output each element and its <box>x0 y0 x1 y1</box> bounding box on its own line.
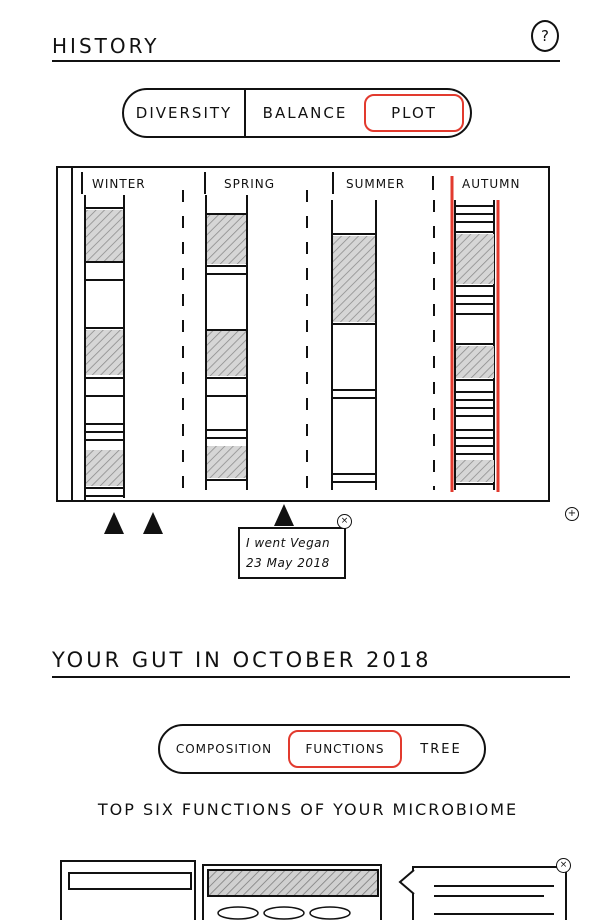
event-marker-3 <box>274 504 294 526</box>
season-label-summer[interactable]: Summer <box>346 177 406 191</box>
detail-card-close-button[interactable]: × <box>556 858 571 873</box>
tab-functions[interactable]: Functions <box>288 730 402 768</box>
note-close-button[interactable]: × <box>337 514 352 529</box>
functions-subtitle: Top six functions of your microbiome <box>97 800 519 819</box>
history-view-toggle: Diversity Balance Plot <box>122 88 472 138</box>
event-marker-1 <box>104 512 124 534</box>
function-detail-card[interactable] <box>412 866 567 920</box>
card-graphic <box>207 869 379 920</box>
function-card-2[interactable] <box>202 864 382 920</box>
tab-balance[interactable]: Balance <box>262 104 348 122</box>
note-text: I went Vegan <box>246 536 331 550</box>
plus-icon: + <box>567 508 577 519</box>
history-title: History <box>52 34 160 58</box>
event-note-card[interactable]: I went Vegan 23 May 2018 <box>238 527 346 579</box>
season-label-autumn[interactable]: Autumn <box>462 177 521 191</box>
gut-view-toggle: Composition Functions Tree <box>158 724 486 774</box>
tab-composition[interactable]: Composition <box>175 742 273 756</box>
season-label-spring[interactable]: Spring <box>224 177 276 191</box>
card-bar <box>68 872 192 890</box>
close-icon: × <box>340 516 349 526</box>
season-label-winter[interactable]: Winter <box>92 177 146 191</box>
tab-tree[interactable]: Tree <box>420 741 462 757</box>
tab-diversity[interactable]: Diversity <box>124 90 246 136</box>
history-divider <box>52 60 560 62</box>
detail-card-lines <box>434 885 554 915</box>
event-marker-2 <box>143 512 163 534</box>
function-card-1[interactable] <box>60 860 196 920</box>
help-button[interactable]: ? <box>531 20 559 52</box>
gut-title: Your gut in October 2018 <box>52 648 432 672</box>
note-date: 23 May 2018 <box>246 556 330 570</box>
close-icon: × <box>559 860 568 870</box>
detail-card-pointer <box>398 869 415 895</box>
gut-divider <box>52 676 570 678</box>
question-mark-icon: ? <box>541 27 549 45</box>
history-plot <box>56 166 550 502</box>
zoom-in-button[interactable]: + <box>565 507 579 521</box>
tab-plot[interactable]: Plot <box>364 94 464 132</box>
